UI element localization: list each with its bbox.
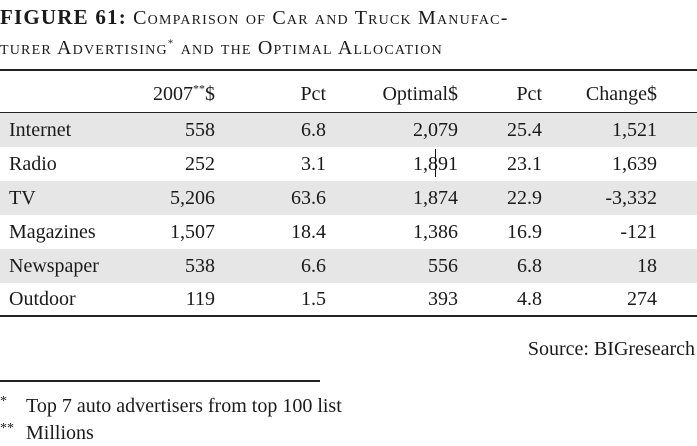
figure-number: FIGURE 61:	[0, 5, 127, 29]
pct-2007-cell: 6.8	[301, 119, 326, 141]
media-cell: Internet	[9, 119, 72, 141]
text-cursor	[435, 149, 436, 177]
optimal-cell: 393	[428, 288, 458, 310]
change-cell: -3,332	[605, 187, 657, 209]
table-row: Magazines 1,507 18.4 1,386 16.9 -121	[0, 215, 697, 249]
table-bottom-rule	[0, 315, 697, 317]
table-row: Internet 558 6.8 2,079 25.4 1,521	[0, 113, 697, 147]
media-cell: Radio	[9, 153, 57, 175]
spend-2007-cell: 5,206	[170, 187, 215, 209]
figure-title-line-1: FIGURE 61: Comparison of Car and Truck M…	[0, 2, 697, 33]
source-note: Source: BIGresearch	[527, 338, 695, 360]
header-change: Change$	[585, 83, 657, 105]
header-pct-2007: Pct	[300, 83, 326, 105]
table-row: TV 5,206 63.6 1,874 22.9 -3,332	[0, 181, 697, 215]
spend-2007-cell: 558	[185, 119, 215, 141]
footnote-rule	[0, 380, 320, 382]
media-cell: TV	[9, 187, 36, 209]
media-cell: Magazines	[9, 221, 96, 243]
figure-title-line-2: turer Advertising* and the Optimal Alloc…	[0, 33, 697, 63]
table-header-rule	[0, 112, 697, 113]
pct-2007-cell: 6.6	[301, 255, 326, 277]
figure-title: FIGURE 61: Comparison of Car and Truck M…	[0, 2, 697, 63]
change-cell: -121	[620, 221, 657, 243]
optimal-cell: 1,874	[413, 187, 458, 209]
figure-title-text-1: Comparison of Car and Truck Manufac-	[133, 7, 509, 29]
footnote-1: * Top 7 auto advertisers from top 100 lis…	[0, 393, 342, 419]
table-top-rule	[0, 69, 697, 71]
optimal-cell: 2,079	[413, 119, 458, 141]
header-optimal: Optimal$	[382, 83, 458, 105]
media-cell: Outdoor	[9, 288, 76, 310]
change-cell: 1,639	[612, 153, 657, 175]
table-header-row: 2007**$ Pct Optimal$ Pct Change$	[0, 78, 697, 110]
figure-title-footnote-mark: *	[167, 37, 175, 50]
pct-optimal-cell: 22.9	[507, 187, 542, 209]
media-cell: Newspaper	[9, 255, 99, 277]
optimal-cell: 1,386	[413, 221, 458, 243]
header-pct-optimal: Pct	[516, 83, 542, 105]
figure-title-text-2b: and the Optimal Allocation	[180, 37, 443, 59]
header-2007: 2007**$	[153, 78, 215, 110]
spend-2007-cell: 252	[185, 153, 215, 175]
pct-2007-cell: 3.1	[301, 153, 326, 175]
header-2007-unit: $	[205, 83, 215, 105]
pct-optimal-cell: 23.1	[507, 153, 542, 175]
table-row: Radio 252 3.1 1,891 23.1 1,639	[0, 147, 697, 181]
footnote-1-mark: *	[0, 394, 7, 409]
spend-2007-cell: 538	[185, 255, 215, 277]
header-2007-year: 2007	[153, 83, 193, 105]
table-row: Outdoor 119 1.5 393 4.8 274	[0, 282, 697, 316]
pct-optimal-cell: 16.9	[507, 221, 542, 243]
pct-2007-cell: 18.4	[291, 221, 326, 243]
optimal-cell: 556	[428, 255, 458, 277]
spend-2007-cell: 1,507	[170, 221, 215, 243]
change-cell: 18	[637, 255, 657, 277]
footnote-1-text: Top 7 auto advertisers from top 100 list	[26, 395, 342, 417]
table-row: Newspaper 538 6.6 556 6.8 18	[0, 249, 697, 283]
change-cell: 1,521	[612, 119, 657, 141]
pct-optimal-cell: 25.4	[507, 119, 542, 141]
footnote-2: ** Millions	[0, 420, 94, 446]
pct-2007-cell: 63.6	[291, 187, 326, 209]
spend-2007-cell: 119	[185, 288, 215, 310]
header-2007-footnote-mark: **	[193, 81, 205, 96]
footnote-2-text: Millions	[26, 422, 94, 444]
pct-optimal-cell: 4.8	[517, 288, 542, 310]
pct-2007-cell: 1.5	[301, 288, 326, 310]
change-cell: 274	[627, 288, 657, 310]
pct-optimal-cell: 6.8	[517, 255, 542, 277]
footnote-2-mark: **	[0, 421, 14, 436]
figure-title-text-2a: turer Advertising	[0, 37, 168, 59]
